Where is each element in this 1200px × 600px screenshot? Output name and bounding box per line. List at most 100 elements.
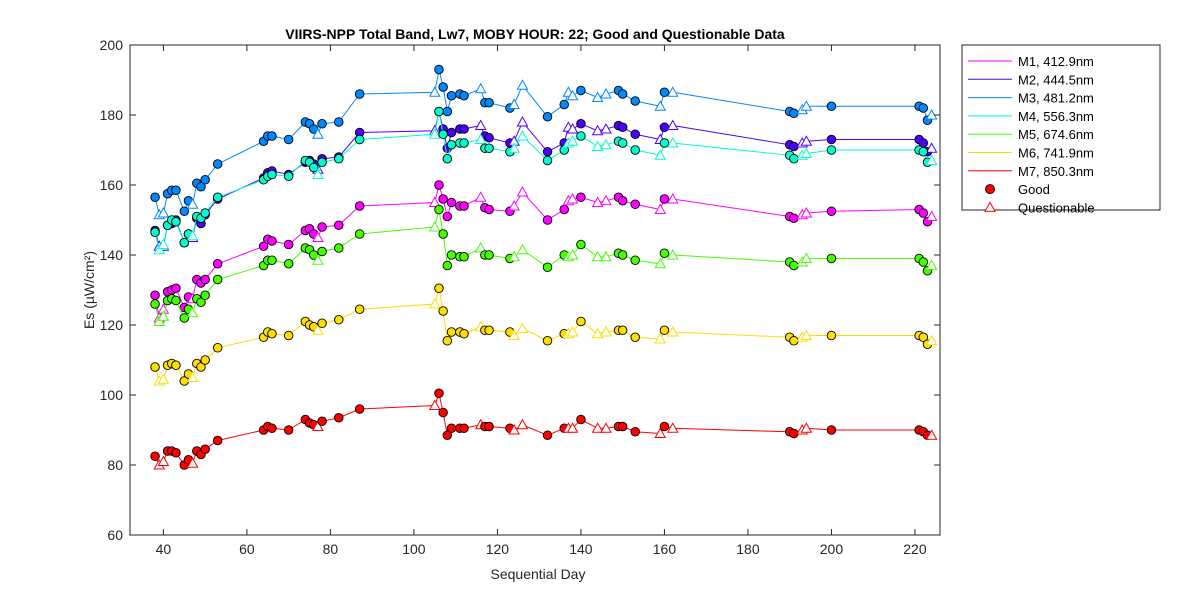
good-point (171, 295, 181, 306)
good-point (542, 336, 553, 346)
questionable-point (925, 142, 938, 153)
good-point (659, 421, 670, 432)
questionable-point (157, 373, 170, 384)
good-point (542, 430, 553, 441)
good-point (446, 423, 457, 434)
chart-title: VIIRS-NPP Total Band, Lw7, MOBY HOUR: 22… (285, 26, 785, 42)
questionable-point (508, 423, 520, 435)
questionable-point (600, 194, 612, 206)
good-point (354, 201, 365, 211)
questionable-point (312, 168, 324, 179)
good-point (484, 143, 494, 153)
legend-good-marker (985, 184, 995, 195)
good-point (317, 222, 327, 232)
questionable-point (666, 192, 679, 204)
good-point (617, 250, 628, 260)
good-point (150, 451, 160, 462)
good-point (484, 250, 494, 260)
good-point (171, 216, 181, 227)
questionable-point (186, 371, 199, 382)
good-point (442, 430, 453, 441)
good-point (438, 194, 448, 204)
good-point (789, 336, 799, 346)
series-4 (150, 106, 938, 255)
good-point (317, 157, 327, 167)
good-point (150, 362, 160, 372)
questionable-point (600, 138, 612, 150)
y-tick-label: 80 (107, 457, 123, 473)
good-point (918, 103, 929, 113)
legend-label: M3, 481.2nm (1018, 91, 1094, 106)
questionable-point (566, 248, 579, 260)
legend-questionable-marker (984, 201, 996, 212)
good-point (484, 421, 494, 432)
good-point (283, 134, 294, 145)
questionable-point (516, 418, 529, 430)
good-point (317, 318, 327, 329)
questionable-point (925, 334, 938, 346)
good-point (826, 134, 837, 145)
good-point (317, 246, 327, 257)
good-point (918, 146, 929, 157)
good-point (559, 99, 569, 110)
questionable-point (800, 135, 813, 146)
questionable-point (591, 140, 604, 151)
questionable-point (600, 122, 612, 134)
good-point (542, 215, 553, 225)
series-7 (150, 388, 938, 470)
good-point (267, 329, 277, 339)
good-point (826, 145, 837, 155)
good-point (267, 131, 277, 141)
good-point (576, 85, 586, 96)
good-point (212, 435, 223, 446)
good-point (559, 204, 569, 215)
questionable-point (566, 89, 579, 101)
questionable-point (591, 124, 604, 136)
good-point (354, 89, 365, 99)
good-point (446, 90, 457, 101)
good-point (283, 330, 294, 341)
good-point (434, 204, 444, 215)
good-point (442, 153, 453, 164)
good-point (630, 255, 640, 265)
good-point (283, 259, 294, 269)
good-point (171, 360, 181, 371)
good-point (659, 122, 670, 132)
good-point (267, 255, 277, 265)
good-point (212, 343, 223, 353)
questionable-point (654, 203, 667, 214)
good-point (438, 82, 448, 92)
y-tick-label: 100 (100, 387, 124, 403)
x-tick-label: 120 (486, 541, 510, 557)
good-point (267, 169, 277, 180)
good-point (200, 208, 210, 218)
good-point (630, 427, 640, 437)
good-point (150, 192, 160, 202)
questionable-point (516, 79, 529, 90)
good-point (212, 274, 223, 285)
questionable-point (157, 238, 170, 249)
good-point (150, 227, 160, 237)
good-point (200, 174, 210, 185)
good-point (542, 111, 553, 122)
good-point (789, 141, 799, 152)
good-point (576, 316, 586, 327)
good-point (354, 404, 365, 414)
good-point (459, 124, 469, 134)
good-point (446, 327, 457, 337)
good-point (212, 159, 223, 169)
good-point (354, 229, 365, 239)
good-point (179, 206, 190, 216)
questionable-point (428, 86, 441, 97)
questionable-point (666, 119, 679, 130)
questionable-point (925, 259, 938, 270)
x-tick-label: 80 (323, 541, 339, 557)
good-point (630, 96, 640, 106)
good-point (617, 421, 628, 432)
questionable-point (591, 91, 604, 102)
good-point (179, 313, 190, 323)
y-tick-label: 160 (100, 177, 124, 193)
questionable-point (600, 250, 612, 262)
good-point (789, 428, 799, 439)
